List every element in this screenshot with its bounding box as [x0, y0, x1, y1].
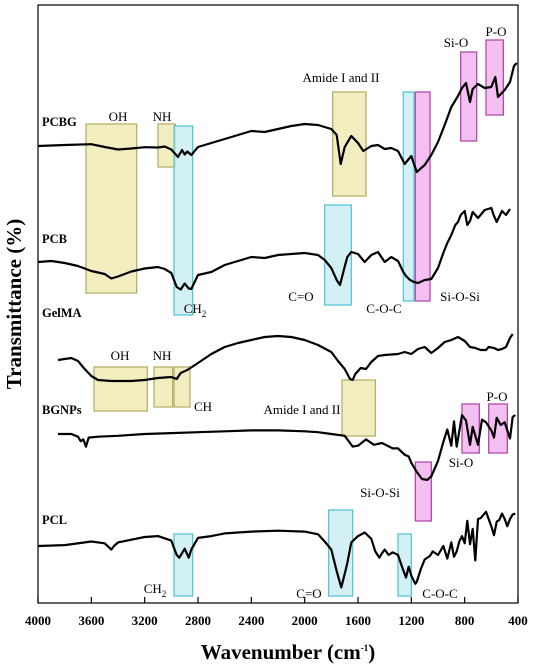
- band-si-o-si-bgnps: [414, 461, 432, 522]
- band-c-o-pcb: [324, 204, 352, 306]
- band-label-oh-pcbg-pcb: OH: [109, 109, 128, 124]
- series-label-bgnps: BGNPs: [42, 403, 82, 417]
- band-nh-pcbg: [157, 123, 176, 168]
- band-ch-pcl: [173, 533, 194, 597]
- series-label-pcl: PCL: [42, 513, 67, 527]
- band-label-ch-pcbg-pcb: CH2: [184, 301, 207, 319]
- x-tick-label-3200: 3200: [132, 613, 158, 628]
- band-label-amide-i-and-ii-gelma: Amide I and II: [264, 402, 341, 417]
- band-amide-i-and-ii-gelma: [341, 379, 376, 437]
- x-axis-ticks: 4000 3600 3200 2800 2400 2000 1600 1200 800 400: [25, 597, 528, 628]
- band-label-si-o-pcbg: Si-O: [444, 35, 469, 50]
- x-tick-label-1200: 1200: [398, 613, 424, 628]
- series-label-gelma: GelMA: [42, 306, 82, 320]
- x-tick-label-400: 400: [508, 613, 528, 628]
- band-c-o-c-pcl: [397, 533, 412, 597]
- band-label-c-o-c-pcbg-pcb: C-O-C: [366, 301, 401, 316]
- series-line-pcb: [37, 206, 511, 291]
- plot-frame: [37, 4, 519, 604]
- band-label-si-o-si-bgnps: Si-O-Si: [360, 485, 400, 500]
- band-label-ch-pcl: CH2: [144, 581, 167, 599]
- band-label-si-o-si-pcbg-pcb: Si-O-Si: [440, 289, 480, 304]
- band-c-o-c-pcbg-pcb: [402, 91, 415, 302]
- band-nh-gelma: [153, 366, 174, 408]
- band-label-c-o-c-pcl: C-O-C: [422, 586, 457, 601]
- band-ch-pcbg-pcb: [173, 125, 194, 316]
- band-si-o-bgnps: [461, 403, 480, 454]
- band-label-c-o-pcl: C=O: [296, 586, 321, 601]
- band-label-si-o-bgnps: Si-O: [449, 455, 474, 470]
- series-label-pcbg: PCBG: [42, 115, 77, 129]
- series-line-pcbg: [37, 62, 518, 174]
- y-axis-title: Transmittance (%): [2, 219, 26, 390]
- band-label-amide-i-and-ii-pcbg: Amide I and II: [303, 70, 380, 85]
- band-layer: [85, 39, 508, 597]
- band-label-p-o-pcbg: P-O: [486, 24, 507, 39]
- band-label-ch-gelma: CH: [194, 399, 212, 414]
- x-axis-title: Wavenumber (cm-1): [201, 640, 376, 664]
- x-tick-label-2800: 2800: [185, 613, 211, 628]
- series-labels: PCBG PCB GelMA BGNPs PCL: [42, 115, 82, 527]
- band-label-p-o-bgnps: P-O: [487, 389, 508, 404]
- band-oh-pcbg-pcb: [85, 123, 138, 294]
- band-oh-gelma: [93, 366, 148, 412]
- series-label-pcb: PCB: [42, 232, 67, 246]
- x-tick-label-3600: 3600: [78, 613, 104, 628]
- x-tick-label-2000: 2000: [292, 613, 318, 628]
- band-si-o-si-pcbg-pcb: [414, 91, 431, 302]
- band-amide-i-and-ii-pcbg: [332, 91, 367, 197]
- band-p-o-bgnps: [488, 403, 508, 454]
- series-line-bgnps: [58, 414, 516, 481]
- x-tick-label-4000: 4000: [25, 613, 51, 628]
- x-tick-label-1600: 1600: [345, 613, 371, 628]
- x-tick-label-2400: 2400: [238, 613, 264, 628]
- series-line-pcl: [37, 510, 516, 589]
- band-label-nh-pcbg: NH: [153, 109, 172, 124]
- band-label-nh-gelma: NH: [153, 348, 172, 363]
- series-layer: [37, 62, 518, 589]
- band-label-c-o-pcb: C=O: [288, 289, 313, 304]
- series-line-gelma: [57, 333, 514, 383]
- band-label-oh-gelma: OH: [111, 348, 130, 363]
- band-annotations: OH NH CH2 Amide I and II C=O C-O-C Si-O-Si Si-O…: [109, 24, 508, 601]
- x-tick-label-800: 800: [455, 613, 475, 628]
